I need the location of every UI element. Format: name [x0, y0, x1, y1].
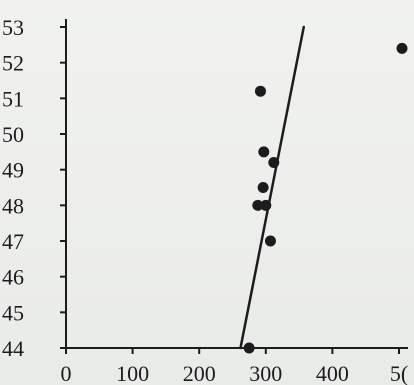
- x-tick-label: 400: [316, 361, 349, 385]
- trend-line-group: [239, 25, 306, 350]
- y-tick-label: 49: [2, 158, 24, 183]
- data-point: [258, 146, 270, 158]
- y-tick-label: 44: [2, 336, 24, 361]
- data-point: [268, 157, 280, 169]
- y-tick-label: 51: [2, 86, 24, 111]
- data-point: [396, 42, 408, 54]
- x-tick-label: 200: [183, 361, 216, 385]
- y-tick-label: 50: [2, 122, 24, 147]
- y-tick-label: 52: [2, 51, 24, 76]
- data-point: [257, 182, 269, 193]
- data-point: [264, 235, 276, 247]
- data-points: [243, 42, 408, 354]
- y-tick-label: 53: [2, 15, 24, 40]
- data-point: [260, 199, 272, 211]
- y-tick-label: 46: [2, 265, 24, 290]
- x-tick-label: 0: [61, 361, 72, 385]
- data-point: [243, 342, 255, 354]
- x-tick-label: 5(: [390, 361, 408, 385]
- y-tick-label: 45: [2, 300, 24, 325]
- y-tick-label: 48: [2, 193, 24, 218]
- x-tick-label: 300: [249, 361, 282, 385]
- trend-line: [239, 25, 306, 350]
- x-axis: 0 100 200 300 400 5(: [61, 347, 408, 385]
- y-axis: 44 45 46 47 48 49 50 51 52 53: [2, 15, 67, 361]
- x-tick-label: 100: [116, 361, 149, 385]
- data-point: [252, 199, 264, 211]
- y-tick-label: 47: [2, 229, 24, 254]
- data-point: [254, 85, 266, 97]
